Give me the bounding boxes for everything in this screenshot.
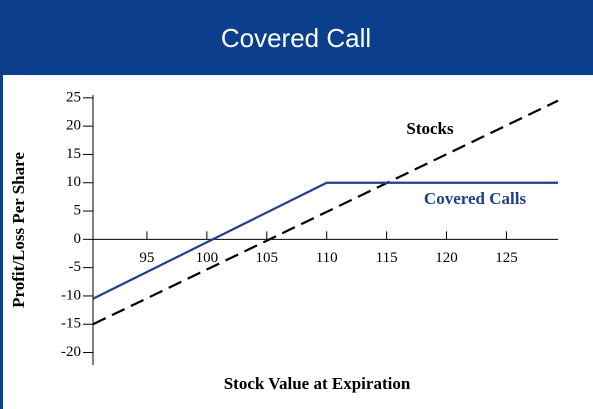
x-tick-label: 100 (196, 250, 219, 266)
y-tick-label: 10 (66, 174, 81, 190)
series-line (92, 181, 558, 300)
left-border (0, 75, 3, 409)
chart-title: Covered Call (221, 23, 371, 53)
y-axis-label: Profit/Loss Per Share (9, 152, 28, 308)
y-tick-label: 15 (66, 146, 81, 162)
y-tick-label: 25 (66, 89, 81, 105)
title-bar (0, 0, 593, 75)
series-label: Covered Calls (424, 189, 527, 208)
x-tick-label: 115 (376, 250, 398, 266)
series-label: Stocks (406, 119, 454, 138)
y-tick-label: 20 (66, 118, 81, 134)
x-tick-label: 125 (495, 250, 518, 266)
y-tick-label: -10 (61, 287, 81, 303)
x-tick-label: 95 (139, 250, 154, 266)
y-tick-label: -5 (69, 259, 82, 275)
x-axis-label: Stock Value at Expiration (224, 374, 411, 393)
y-tick-label: -20 (61, 344, 81, 360)
x-tick-label: 110 (316, 250, 338, 266)
series-line (92, 99, 559, 326)
y-tick-label: 0 (74, 231, 82, 247)
x-tick-label: 120 (435, 250, 458, 266)
x-tick-label: 105 (256, 250, 279, 266)
y-tick-label: -15 (61, 316, 81, 332)
y-tick-label: 5 (74, 202, 82, 218)
